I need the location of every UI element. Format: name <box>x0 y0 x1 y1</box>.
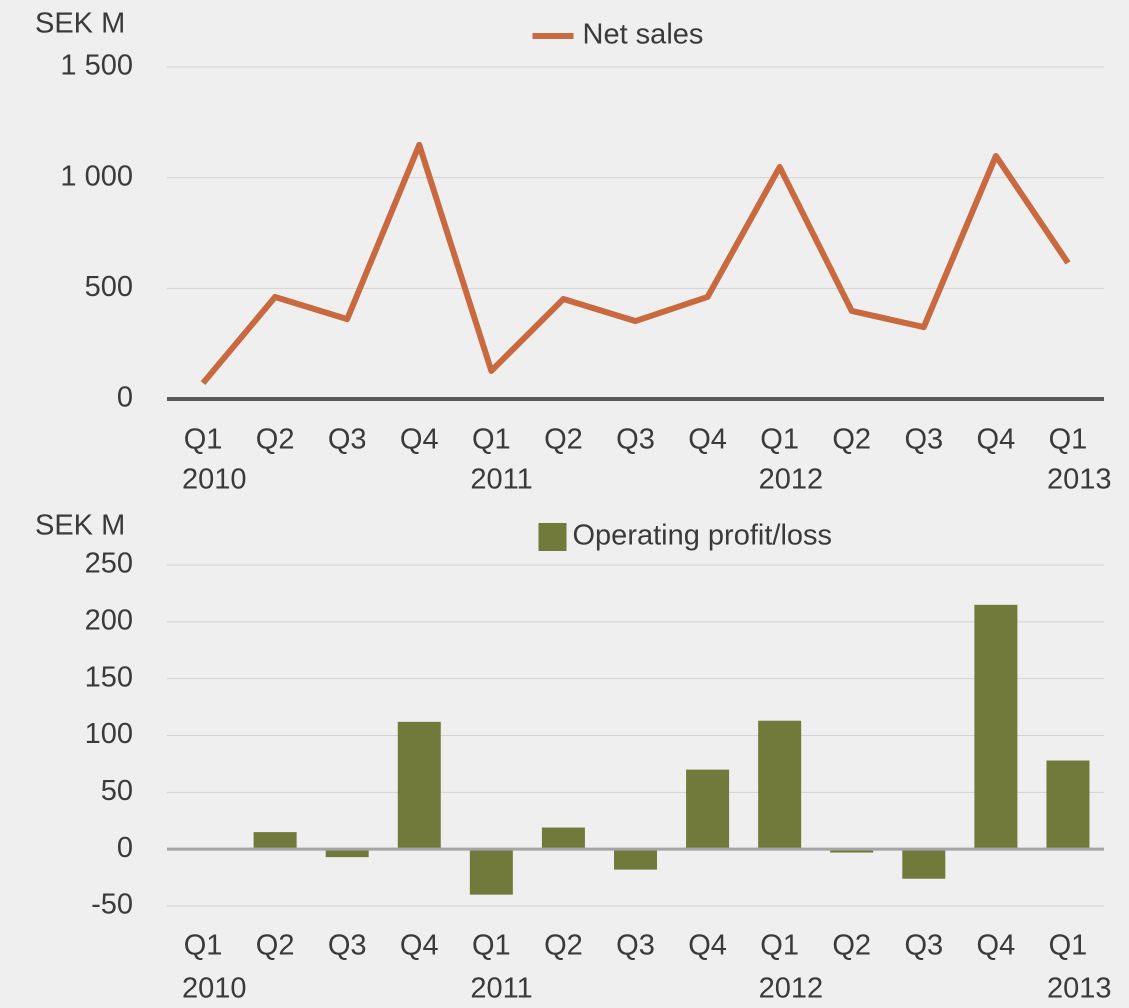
x-tick-label: Q3 <box>616 424 655 456</box>
y-tick-label: 1 000 <box>60 160 133 192</box>
x-year-label: 2013 <box>1047 464 1112 496</box>
bar <box>902 849 946 879</box>
bar <box>253 832 297 850</box>
x-tick-label: Q2 <box>832 930 871 962</box>
x-tick-label: Q4 <box>977 930 1016 962</box>
y-tick-label: 100 <box>85 718 133 750</box>
bar <box>974 604 1018 850</box>
x-tick-label: Q4 <box>688 930 727 962</box>
legend-swatch <box>538 523 567 551</box>
x-year-label: 2011 <box>470 973 532 1005</box>
y-axis-label: SEK M <box>35 8 125 40</box>
bar <box>469 849 513 895</box>
y-tick-label: 150 <box>85 661 133 693</box>
bar <box>1046 760 1090 850</box>
x-year-label: 2013 <box>1047 973 1112 1005</box>
x-tick-label: Q3 <box>328 930 367 962</box>
x-tick-label: Q1 <box>1049 930 1088 962</box>
bar <box>541 827 585 850</box>
bar <box>325 849 369 858</box>
x-year-label: 2012 <box>759 464 824 496</box>
bar <box>614 849 657 870</box>
y-axis-label: SEK M <box>35 510 125 542</box>
bar <box>830 849 874 853</box>
x-tick-label: Q4 <box>688 424 727 456</box>
x-tick-label: Q2 <box>544 930 583 962</box>
x-year-label: 2011 <box>470 464 532 496</box>
y-tick-label: 200 <box>85 604 133 636</box>
y-tick-label: 500 <box>85 271 133 303</box>
x-tick-label: Q3 <box>616 930 655 962</box>
x-year-label: 2010 <box>182 973 247 1005</box>
x-year-label: 2010 <box>182 464 247 496</box>
y-tick-label: 1 500 <box>60 50 133 82</box>
y-tick-label: 0 <box>117 382 133 414</box>
y-tick-label: 50 <box>101 775 133 807</box>
bar <box>397 721 441 850</box>
x-tick-label: Q1 <box>184 424 223 456</box>
x-tick-label: Q1 <box>472 424 511 456</box>
x-tick-label: Q3 <box>328 424 367 456</box>
x-tick-label: Q2 <box>256 424 295 456</box>
x-tick-label: Q1 <box>184 930 223 962</box>
bar <box>686 769 730 850</box>
x-tick-label: Q2 <box>832 424 871 456</box>
y-tick-label: -50 <box>91 889 133 921</box>
x-tick-label: Q4 <box>400 930 439 962</box>
x-tick-label: Q2 <box>544 424 583 456</box>
legend-label: Operating profit/loss <box>573 520 833 552</box>
y-tick-label: 250 <box>85 548 133 580</box>
line-series <box>200 141 1071 385</box>
x-tick-label: Q1 <box>760 424 799 456</box>
x-tick-label: Q3 <box>904 424 943 456</box>
x-tick-label: Q1 <box>760 930 799 962</box>
x-year-label: 2012 <box>759 973 824 1005</box>
x-tick-label: Q1 <box>1049 424 1088 456</box>
x-tick-label: Q1 <box>472 930 511 962</box>
legend-label: Net sales <box>583 19 704 51</box>
x-tick-label: Q2 <box>256 930 295 962</box>
bar <box>758 720 802 850</box>
x-tick-label: Q4 <box>400 424 439 456</box>
y-tick-label: 0 <box>117 832 133 864</box>
x-tick-label: Q4 <box>977 424 1016 456</box>
x-tick-label: Q3 <box>904 930 943 962</box>
